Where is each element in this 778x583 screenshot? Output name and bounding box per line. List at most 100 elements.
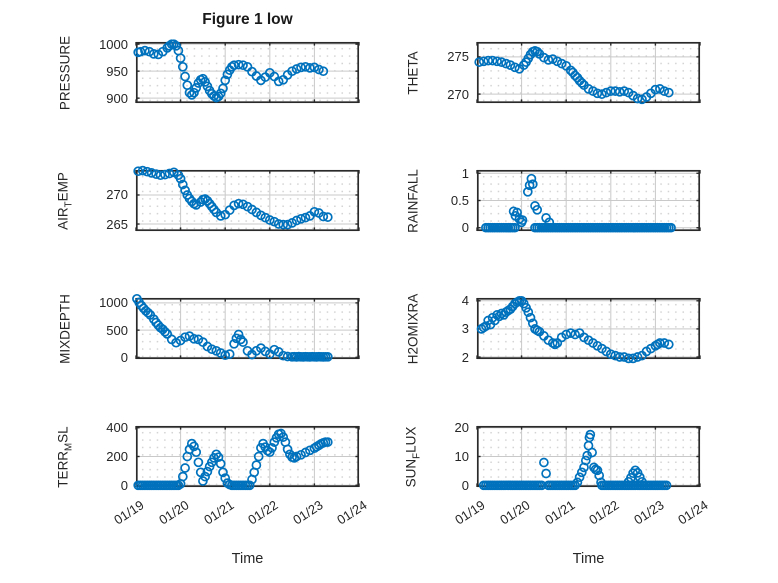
ytick-label: 0: [461, 477, 469, 493]
data-point: [189, 333, 199, 344]
ylabel-segment: TERR: [55, 450, 71, 488]
data-point: [478, 56, 489, 67]
data-point: [282, 444, 293, 455]
data-point: [541, 468, 551, 479]
data-point: [322, 351, 333, 362]
subplot-mixdepth-canvas: [132, 293, 360, 362]
data-point: [576, 78, 587, 88]
data-point: [273, 76, 284, 87]
ytick-label: 0: [461, 220, 469, 236]
data-point: [632, 352, 643, 362]
ytick-label: 400: [106, 420, 128, 436]
data-point: [180, 185, 190, 196]
ytick-label: 1: [461, 165, 469, 181]
data-point: [576, 467, 587, 478]
data-point: [597, 89, 607, 99]
data-point: [596, 477, 606, 488]
xtick-label: 01/21: [541, 497, 578, 528]
ylabel-segment: SUN: [403, 458, 419, 487]
data-point: [592, 88, 603, 99]
xtick-label: 01/20: [497, 497, 533, 528]
data-point: [175, 173, 186, 184]
subplot-rainfall: [476, 169, 701, 233]
data-point: [186, 90, 197, 100]
data-point: [220, 75, 231, 86]
data-point: [481, 321, 491, 331]
data-point: [238, 60, 248, 71]
data-point: [626, 472, 636, 483]
data-point: [623, 353, 634, 364]
data-point: [164, 40, 175, 51]
data-point: [619, 352, 630, 362]
data-point: [291, 451, 302, 462]
subplot-sun-flux-canvas: [476, 425, 701, 491]
data-point: [523, 307, 534, 317]
data-point: [614, 352, 625, 362]
subplot-h2omixra: [476, 295, 701, 364]
data-point: [483, 55, 494, 66]
ytick-label: 270: [106, 187, 128, 203]
data-point: [492, 56, 502, 67]
data-point: [659, 338, 670, 348]
data-point: [663, 339, 674, 350]
data-point: [322, 212, 333, 222]
data-markers: [481, 173, 676, 233]
data-point: [173, 480, 184, 491]
data-point: [614, 86, 625, 97]
data-point: [164, 168, 175, 179]
xtick-label: 01/20: [156, 497, 192, 528]
data-point: [570, 329, 580, 340]
data-point: [536, 480, 547, 491]
ylabel-segment: THETA: [405, 50, 421, 95]
data-point: [322, 437, 333, 447]
data-point: [253, 451, 264, 462]
data-point: [160, 326, 170, 337]
data-point: [238, 337, 248, 347]
data-point: [510, 222, 520, 233]
data-point: [251, 460, 262, 470]
xtick-label: 01/22: [586, 497, 622, 528]
data-point: [630, 465, 641, 476]
data-point: [282, 219, 293, 230]
data-point: [592, 465, 603, 476]
data-point: [318, 211, 329, 222]
ytick-label: 20: [454, 420, 469, 436]
data-point: [267, 443, 277, 453]
data-point: [191, 447, 202, 458]
data-markers: [474, 46, 674, 105]
xtick-label: 01/24: [334, 497, 371, 528]
data-point: [632, 93, 643, 104]
data-point: [574, 472, 585, 483]
xlabel-time-left: Time: [231, 551, 264, 567]
ylabel-segment: M: [63, 442, 75, 451]
ylabel-air-temp: AIRTEMP: [56, 172, 75, 230]
data-point: [171, 40, 181, 51]
subplot-air-temp: [133, 165, 360, 232]
data-point: [177, 61, 188, 72]
data-point: [177, 179, 188, 190]
data-markers: [132, 293, 333, 362]
data-point: [273, 219, 284, 229]
data-point: [634, 472, 645, 483]
ytick-label: 950: [106, 63, 128, 79]
data-point: [151, 169, 161, 179]
data-point: [496, 57, 507, 67]
axes-box: [135, 41, 360, 104]
ylabel-segment: MIXDEPTH: [57, 293, 73, 364]
data-markers: [133, 428, 333, 491]
ytick-label: 1000: [99, 36, 128, 52]
data-point: [180, 71, 190, 82]
data-point: [525, 312, 536, 323]
ytick-label: 2: [461, 349, 469, 365]
data-point: [169, 39, 179, 50]
ylabel-h2omixra: H2OMIXRA: [406, 293, 421, 364]
xtick-label: 01/19: [111, 497, 148, 528]
data-point: [143, 307, 153, 318]
data-point: [140, 45, 150, 56]
data-point: [278, 350, 289, 361]
xtick-label: 01/24: [675, 497, 712, 528]
data-point: [220, 473, 231, 483]
ylabel-theta: THETA: [406, 51, 421, 94]
data-point: [300, 212, 311, 223]
